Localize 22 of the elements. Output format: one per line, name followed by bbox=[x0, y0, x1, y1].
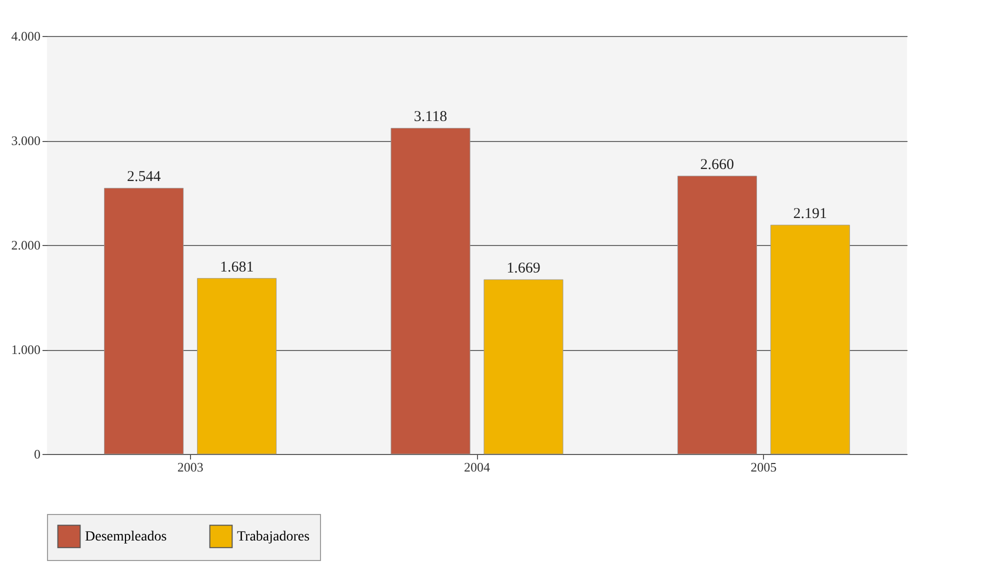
x-tick-label: 2005 bbox=[750, 460, 777, 474]
y-tick-label: 4.000 bbox=[11, 28, 40, 44]
x-tick-label: 2004 bbox=[464, 460, 490, 474]
y-tick-label: 3.000 bbox=[11, 133, 40, 148]
y-tick-label: 0 bbox=[34, 446, 40, 462]
data-label: 1.669 bbox=[506, 260, 540, 277]
data-label: 2.544 bbox=[126, 169, 162, 186]
data-label: 2.191 bbox=[793, 206, 828, 222]
bar bbox=[677, 176, 757, 454]
bar bbox=[197, 278, 277, 454]
legend-label: Trabajadores bbox=[237, 529, 310, 544]
bar bbox=[484, 279, 564, 454]
data-label: 3.118 bbox=[414, 109, 448, 126]
y-tick-label: 2.000 bbox=[11, 238, 40, 252]
bar bbox=[104, 188, 184, 454]
x-tick-label: 2003 bbox=[177, 460, 204, 474]
y-tick-label: 1.000 bbox=[11, 342, 40, 357]
data-label: 1.681 bbox=[220, 259, 254, 276]
data-label: 2.660 bbox=[700, 157, 734, 174]
legend-label: Desempleados bbox=[85, 529, 167, 544]
bar bbox=[770, 224, 850, 454]
bar bbox=[390, 128, 470, 454]
